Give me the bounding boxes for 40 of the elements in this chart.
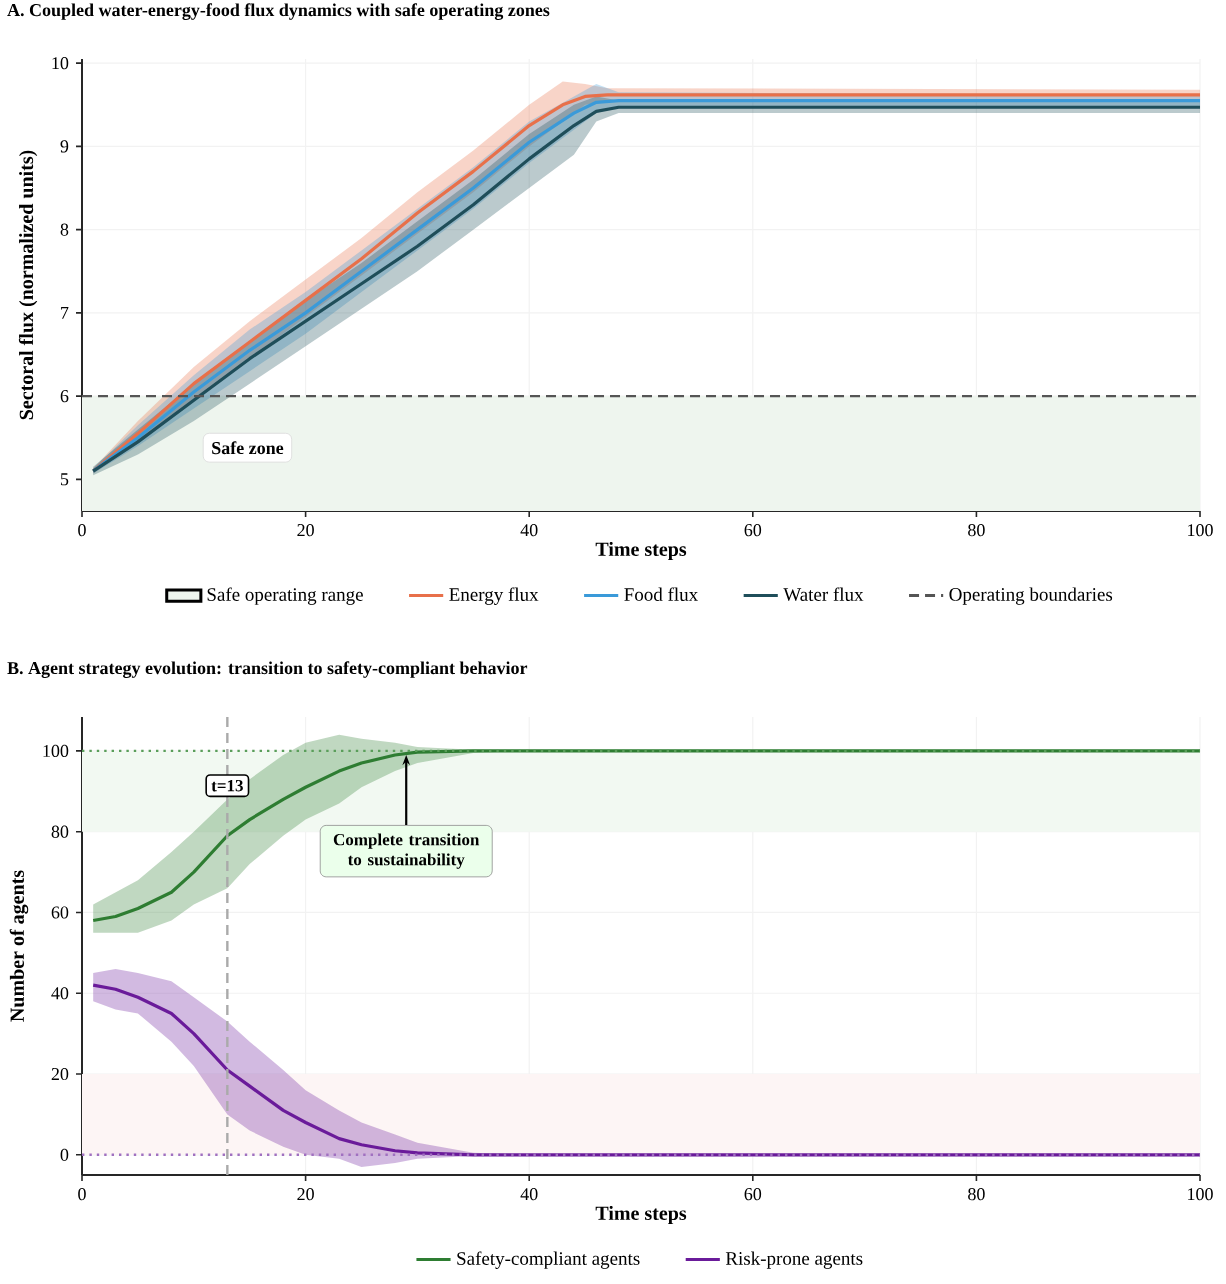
y-tick-label: 7 <box>61 306 69 319</box>
legend-label: Energy flux <box>449 587 539 605</box>
annotation: Safe zone <box>212 441 284 455</box>
y-tick-label: 0 <box>60 1148 69 1161</box>
chart-title: A. Coupled water-energy-food flux dynamics with safe operating zones <box>7 3 550 20</box>
legend-label: Safety-compliant agents <box>457 1251 640 1269</box>
y-tick-label: 20 <box>51 1067 69 1081</box>
x-tick-label: 0 <box>78 524 86 537</box>
x-tick-label: 100 <box>1188 1188 1213 1201</box>
ref-line-label: t=13 <box>211 779 243 792</box>
x-tick-label: 20 <box>297 524 314 537</box>
x-tick-label: 40 <box>520 1188 538 1201</box>
x-tick-label: 100 <box>1188 524 1213 537</box>
y-tick-label: 8 <box>60 223 69 236</box>
y-axis-title: Sectoral flux (normalized units) <box>18 150 38 420</box>
x-tick-label: 0 <box>78 1188 86 1201</box>
x-tick-label: 80 <box>968 1188 985 1201</box>
legend-label: Safe operating range <box>207 587 363 605</box>
y-tick-label: 80 <box>51 825 69 838</box>
y-tick-label: 40 <box>51 987 69 1000</box>
legend-label: Operating boundaries <box>949 587 1113 605</box>
y-tick-label: 9 <box>60 140 69 153</box>
y-tick-label: 100 <box>43 744 69 758</box>
x-tick-label: 60 <box>744 1188 762 1201</box>
x-tick-label: 80 <box>968 524 985 537</box>
x-axis-title: Time steps <box>595 1205 687 1225</box>
y-axis-title: Number of agents <box>9 870 29 1022</box>
x-tick-label: 20 <box>297 1188 314 1201</box>
y-tick-label: 10 <box>52 57 69 70</box>
legend-label: Risk-prone agents <box>725 1251 863 1269</box>
legend-label: Water flux <box>783 587 864 602</box>
x-axis-title: Time steps <box>595 541 687 561</box>
legend-label: Food flux <box>624 587 698 601</box>
chart-title: B. Agent strategy evolution: transition to safety-compliant behavior <box>7 661 528 678</box>
x-tick-label: 40 <box>520 524 538 537</box>
y-tick-label: 5 <box>60 473 69 486</box>
annotation: Complete transition to sustainability <box>333 833 480 869</box>
x-tick-label: 60 <box>744 524 762 537</box>
y-tick-label: 6 <box>60 390 69 403</box>
y-tick-label: 60 <box>51 906 69 919</box>
